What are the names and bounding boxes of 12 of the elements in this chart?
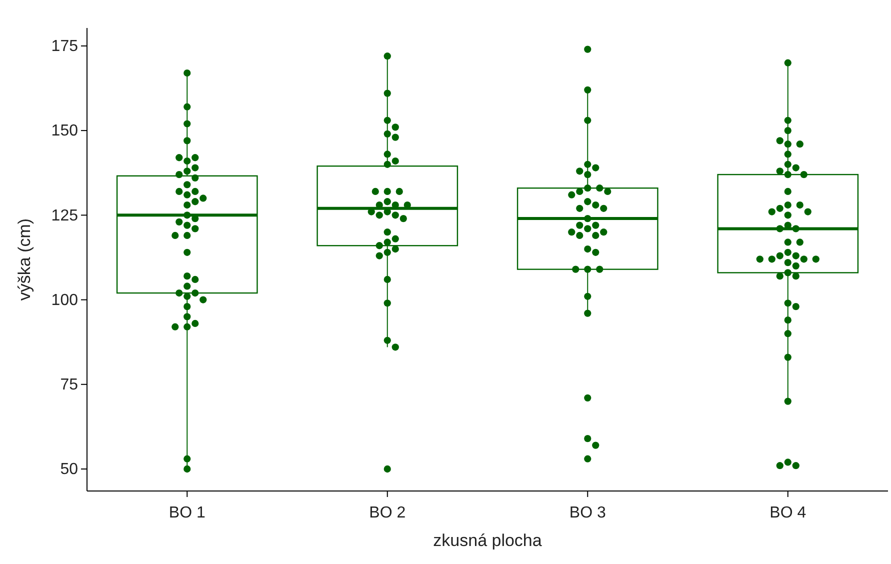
x-tick-label: BO 1 bbox=[168, 504, 206, 522]
x-tick-label: BO 4 bbox=[770, 504, 806, 522]
y-tick-label: 175 bbox=[51, 38, 78, 56]
y-tick-label: 75 bbox=[60, 376, 78, 394]
y-tick-label: 125 bbox=[51, 207, 78, 224]
x-tick-label: BO 3 bbox=[569, 504, 606, 522]
x-axis-title: zkusná plocha bbox=[433, 531, 542, 550]
y-tick-label: 100 bbox=[51, 292, 78, 309]
x-tick-label: BO 2 bbox=[369, 504, 406, 522]
y-axis-title: výška (cm) bbox=[15, 218, 34, 301]
y-tick-label: 150 bbox=[51, 122, 78, 140]
y-tick-label: 50 bbox=[60, 461, 78, 478]
